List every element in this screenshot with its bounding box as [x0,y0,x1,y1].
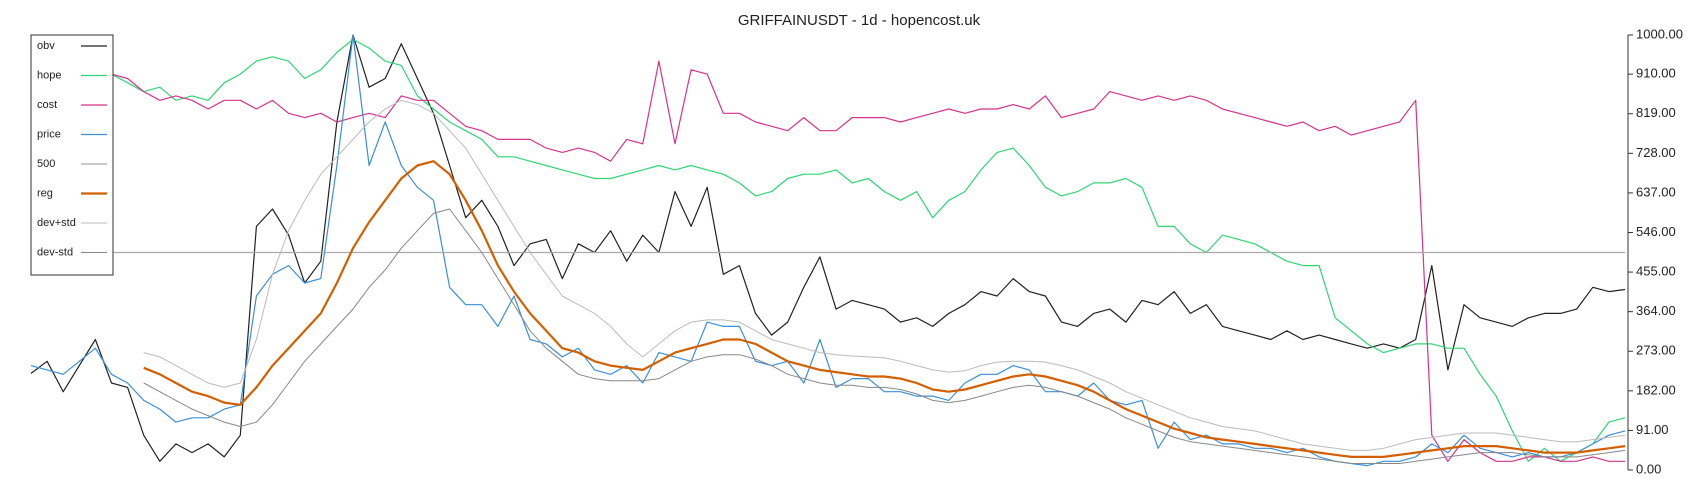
series-line [143,208,1626,464]
series-line [111,60,1625,462]
series-line [30,34,1626,467]
legend-label: price [37,128,61,140]
y-tick-label: 637.00 [1636,184,1676,199]
series-line [30,34,1626,462]
legend-label: 500 [37,158,55,170]
series-line [111,38,1626,462]
y-tick-label: 1000.00 [1636,26,1683,41]
legend-label: obv [37,40,55,52]
legend-label: dev+std [37,217,76,229]
legend-label: dev-std [37,246,73,258]
y-tick-label: 728.00 [1636,145,1676,160]
chart-title: GRIFFAINUSDT - 1d - hopencost.uk [738,12,981,29]
series-line [143,160,1626,458]
y-tick-label: 182.00 [1636,382,1676,397]
y-tick-label: 0.00 [1636,461,1661,476]
legend-label: hope [37,69,61,81]
legend-label: reg [37,187,53,199]
y-tick-label: 273.00 [1636,343,1676,358]
y-tick-label: 819.00 [1636,105,1676,120]
y-tick-label: 546.00 [1636,224,1676,239]
y-tick-label: 91.00 [1636,422,1669,437]
y-tick-label: 455.00 [1636,264,1676,279]
y-tick-label: 364.00 [1636,303,1676,318]
series-line [143,99,1626,451]
legend-label: cost [37,99,57,111]
y-tick-label: 910.00 [1636,66,1676,81]
